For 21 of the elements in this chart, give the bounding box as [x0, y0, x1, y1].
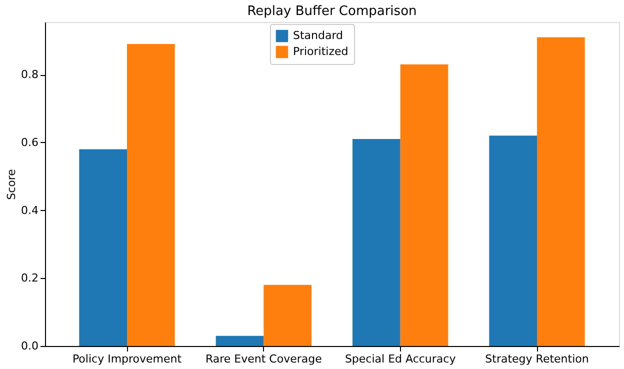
legend-label: Prioritized	[293, 45, 348, 58]
x-tick-label: Policy Improvement	[72, 352, 182, 366]
x-tick-label: Rare Event Coverage	[205, 352, 322, 366]
bar	[352, 139, 400, 346]
bar	[216, 336, 264, 346]
bar	[127, 44, 175, 346]
bar	[400, 64, 448, 346]
legend-label: Standard	[293, 29, 344, 42]
y-tick-label: 0.4	[21, 204, 38, 217]
y-tick-label: 0.8	[21, 68, 38, 82]
y-axis-title: Score	[5, 168, 18, 200]
chart-title: Replay Buffer Comparison	[247, 4, 417, 19]
bar	[264, 284, 312, 346]
y-tick-label: 0.2	[21, 272, 38, 285]
bar	[489, 136, 537, 346]
bar	[79, 149, 127, 346]
y-tick-label: 0.6	[21, 136, 38, 149]
y-tick-label: 0.0	[21, 340, 38, 352]
bar	[537, 37, 585, 346]
x-tick-label: Strategy Retention	[485, 352, 589, 366]
x-tick-label: Special Ed Accuracy	[344, 352, 456, 366]
